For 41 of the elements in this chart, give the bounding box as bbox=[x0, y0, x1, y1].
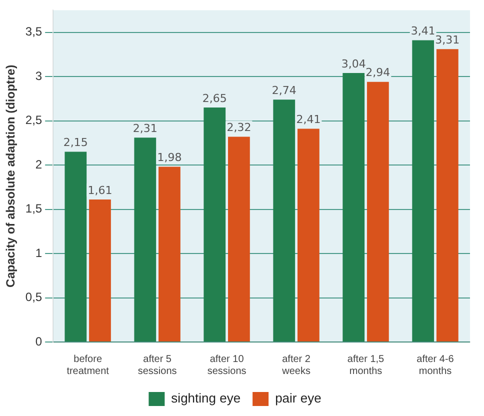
data-label: 2,15 bbox=[63, 136, 88, 150]
x-tick-label: before treatment bbox=[66, 354, 110, 377]
y-tick-label: 1,5 bbox=[25, 202, 42, 216]
data-label: 2,94 bbox=[366, 66, 390, 80]
bar bbox=[89, 200, 111, 342]
y-tick-label: 1 bbox=[35, 246, 42, 260]
x-tick-label: after 1,5 months bbox=[347, 354, 385, 377]
bar bbox=[298, 128, 320, 342]
bar bbox=[204, 108, 226, 342]
data-label: 3,41 bbox=[410, 24, 436, 38]
bar bbox=[342, 73, 365, 342]
y-tick-label: 3 bbox=[35, 68, 42, 83]
y-axis-title: Capacity of absolute adaption (dioptre) bbox=[4, 64, 18, 288]
data-label: 2,31 bbox=[132, 122, 158, 135]
x-tick-label: after 4-6 months bbox=[416, 354, 454, 377]
data-label: 2,74 bbox=[272, 84, 296, 97]
y-tick-label: 2,5 bbox=[25, 113, 42, 128]
legend-label: sighting eye bbox=[171, 390, 241, 406]
x-tick-label: after 5 sessions bbox=[138, 354, 177, 377]
data-label: 1,61 bbox=[88, 184, 112, 197]
data-label: 1,98 bbox=[157, 151, 182, 164]
bar bbox=[366, 82, 389, 342]
y-tick-label: 2 bbox=[35, 157, 42, 172]
bar bbox=[134, 138, 156, 342]
legend-label: pair eye bbox=[275, 390, 322, 406]
y-tick-label: 3,5 bbox=[25, 24, 42, 39]
data-label: 2,41 bbox=[296, 113, 321, 126]
bar bbox=[436, 49, 458, 342]
y-tick-label: 0,5 bbox=[25, 290, 42, 304]
bar bbox=[158, 166, 180, 342]
data-label: 2,32 bbox=[226, 121, 252, 134]
data-label: 3,04 bbox=[341, 57, 366, 70]
bar bbox=[64, 152, 87, 342]
bar bbox=[228, 136, 250, 342]
bar bbox=[273, 100, 296, 342]
data-label: 3,31 bbox=[435, 33, 460, 46]
x-tick-label: after 10 sessions bbox=[207, 354, 246, 377]
x-tick-label: after 2 weeks bbox=[281, 354, 311, 377]
bar bbox=[412, 40, 434, 342]
y-tick-label: 0 bbox=[35, 334, 42, 348]
data-label: 2,65 bbox=[202, 92, 227, 105]
